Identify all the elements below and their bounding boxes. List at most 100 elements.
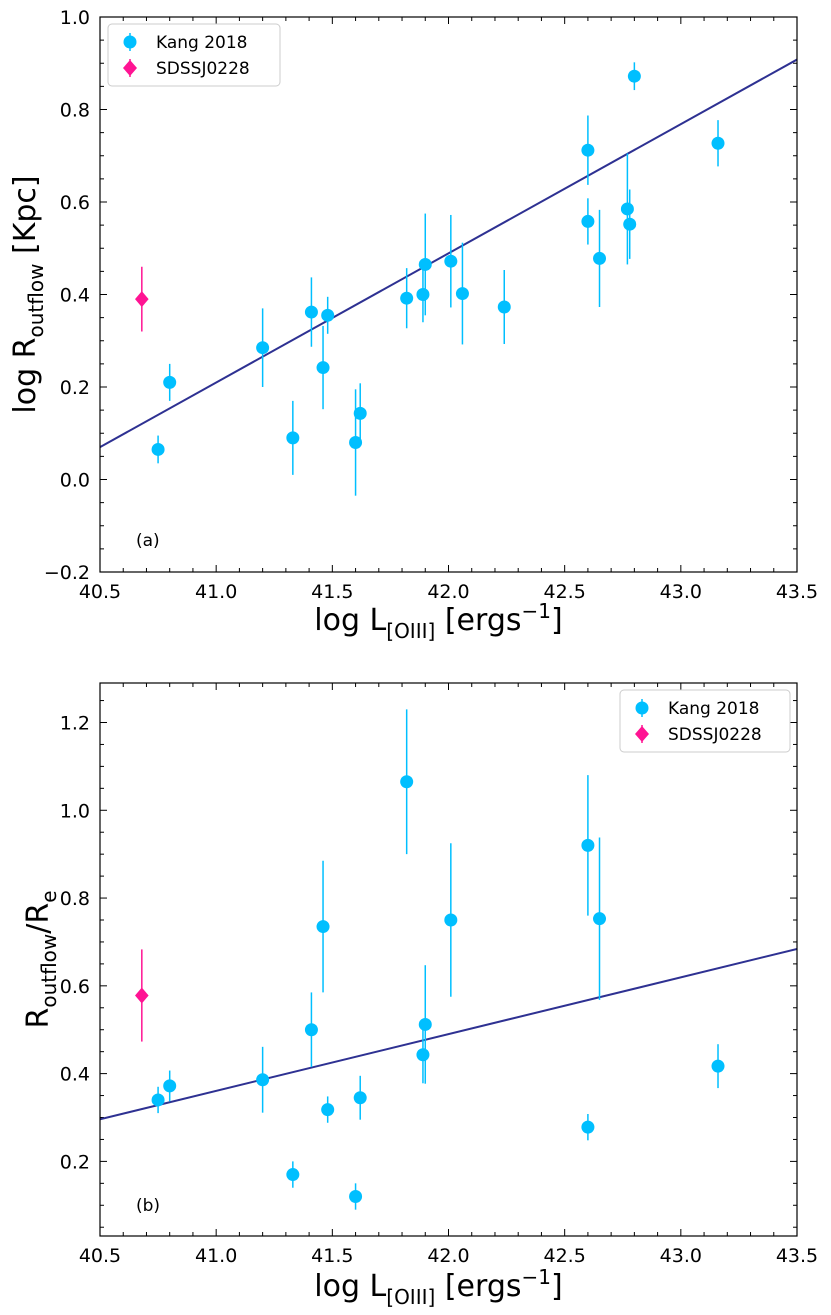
- kang2018-point: [620, 202, 634, 216]
- x-tick-label: 40.5: [79, 1245, 121, 1267]
- x-tick-label: 43.0: [660, 1245, 702, 1267]
- legend-label: Kang 2018: [668, 699, 760, 719]
- x-tick-label: 41.0: [195, 581, 237, 603]
- legend-label: SDSSJ0228: [156, 59, 250, 79]
- y-axis-label-rest: [Kpc]: [8, 175, 43, 263]
- kang2018-point: [444, 254, 458, 268]
- x-axis-label-unit: [ergs: [435, 1269, 521, 1304]
- kang2018-point: [581, 1120, 595, 1134]
- plot-frame: [99, 682, 798, 1237]
- kang2018-point: [416, 288, 430, 301]
- y-tick-label: 0.6: [60, 192, 90, 214]
- kang2018-point: [455, 287, 469, 301]
- kang2018-point: [418, 257, 432, 271]
- kang2018-point: [581, 143, 595, 157]
- legend-box: [619, 689, 791, 753]
- x-tick-label: 42.0: [427, 1245, 469, 1267]
- y-axis-label: log Routflow [Kpc]: [8, 175, 48, 413]
- kang2018-point: [256, 341, 270, 355]
- x-tick-label: 43.5: [776, 581, 818, 603]
- kang2018-point: [400, 775, 414, 789]
- kang2018-point: [353, 1091, 367, 1105]
- kang2018-point: [444, 913, 458, 927]
- y-axis-label-sub: outflow: [37, 934, 61, 1008]
- y-axis-label: Routflow/Re: [21, 890, 61, 1028]
- legend: Kang 2018 SDSSJ0228: [619, 689, 791, 753]
- kang2018-point: [711, 1059, 725, 1073]
- x-axis-label-main: log L: [314, 1269, 386, 1304]
- legend-marker-diamond: [123, 60, 137, 76]
- legend: Kang 2018 SDSSJ0228: [107, 23, 281, 87]
- kang2018-point: [304, 1023, 318, 1037]
- fit-line: [100, 58, 797, 448]
- x-tick-label: 43.5: [776, 1245, 818, 1267]
- kang2018-point: [321, 308, 335, 322]
- legend-marker-diamond: [635, 726, 649, 742]
- x-axis-label: log L[OIII] [ergs−1]: [314, 1265, 562, 1309]
- x-axis-label-main: log L: [314, 603, 386, 638]
- x-axis-label-sub: [OIII]: [386, 619, 435, 643]
- kang2018-point: [349, 436, 363, 449]
- y-axis-label-main: R: [21, 1008, 56, 1029]
- x-axis-label: log L[OIII] [ergs−1]: [314, 599, 562, 643]
- y-tick-label: 0.0: [60, 470, 90, 492]
- kang2018-point: [163, 1079, 177, 1093]
- y-tick-label: 1.0: [60, 7, 90, 29]
- kang2018-point: [581, 838, 595, 852]
- kang2018-point: [163, 375, 177, 389]
- y-tick-label: −0.2: [44, 562, 90, 584]
- x-tick-label: 41.0: [195, 1245, 237, 1267]
- legend-box: [107, 23, 281, 87]
- x-axis-label-sub: [OIII]: [386, 1285, 435, 1309]
- y-tick-label: 0.8: [60, 100, 90, 122]
- x-tick-label: 42.5: [544, 1245, 586, 1267]
- kang2018-point: [418, 1017, 432, 1031]
- x-tick-label: 43.0: [660, 581, 702, 603]
- kang2018-point: [304, 305, 318, 319]
- y-axis-label-rest: /R: [21, 903, 56, 934]
- y-axis-label-sub: outflow: [24, 264, 48, 338]
- kang2018-point: [151, 1093, 165, 1107]
- kang2018-point: [256, 1073, 270, 1087]
- panel-label: (a): [136, 531, 160, 551]
- kang2018-point: [581, 214, 595, 228]
- y-axis-label-main: log R: [8, 337, 43, 413]
- plot-frame: [99, 16, 798, 573]
- y-tick-label: 1.0: [60, 800, 90, 822]
- kang2018-point: [286, 1168, 300, 1182]
- fit-line: [100, 947, 797, 1121]
- y-axis-label-sub2: e: [37, 890, 61, 902]
- kang2018-point: [593, 912, 607, 926]
- kang2018-point: [353, 406, 367, 420]
- x-axis-label-sup: −1: [522, 599, 551, 623]
- x-tick-label: 42.5: [544, 581, 586, 603]
- legend-marker-circle: [635, 701, 649, 715]
- kang2018-point: [321, 1103, 335, 1117]
- kang2018-point: [593, 251, 607, 265]
- kang2018-point: [400, 291, 414, 305]
- y-tick-label: 1.2: [60, 713, 90, 735]
- legend-marker-circle: [123, 35, 137, 49]
- kang2018-point: [627, 69, 641, 83]
- y-tick-label: 0.8: [60, 888, 90, 910]
- x-axis-label-close: ]: [551, 1269, 563, 1304]
- y-tick-label: 0.6: [60, 976, 90, 998]
- panel-label: (b): [136, 1196, 160, 1216]
- kang2018-point: [316, 361, 330, 375]
- x-axis-label-unit: [ergs: [435, 603, 521, 638]
- x-tick-label: 42.0: [427, 581, 469, 603]
- x-tick-label: 41.5: [311, 581, 353, 603]
- x-tick-label: 41.5: [311, 1245, 353, 1267]
- panel-a: 40.5 41.0 41.5 42.0 42.5 43.0 43.5 −0.2 0.0 0.2 0.…: [8, 7, 818, 643]
- y-tick-label: 0.4: [60, 1064, 90, 1086]
- kang2018-point: [286, 431, 300, 445]
- x-axis-label-close: ]: [551, 603, 563, 638]
- x-tick-label: 40.5: [79, 581, 121, 603]
- kang2018-point: [316, 920, 330, 934]
- kang2018-point: [497, 300, 511, 314]
- kang2018-point: [711, 136, 725, 150]
- y-tick-label: 0.4: [60, 285, 90, 307]
- sdssj0228-point: [135, 987, 149, 1004]
- legend-label: SDSSJ0228: [668, 725, 762, 745]
